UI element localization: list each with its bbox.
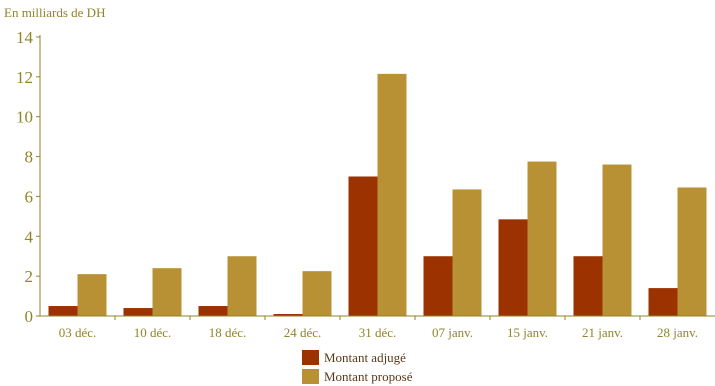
x-tick-label: 24 déc. — [284, 325, 322, 340]
bar-montant-adjuge — [273, 314, 303, 316]
bar-montant-adjuge — [123, 308, 153, 316]
bar-montant-adjuge — [573, 256, 603, 316]
bar-montant-propose — [677, 187, 707, 316]
y-tick-label: 6 — [25, 187, 34, 206]
bar-montant-adjuge — [348, 176, 378, 316]
x-tick-label: 03 déc. — [59, 325, 97, 340]
bar-montant-propose — [152, 268, 182, 316]
legend-label-adjuge: Montant adjugé — [324, 349, 406, 365]
x-tick-label: 18 déc. — [209, 325, 247, 340]
legend-label-propose: Montant proposé — [324, 368, 413, 384]
y-tick-label: 2 — [25, 267, 34, 286]
bar-montant-adjuge — [648, 288, 678, 316]
bar-montant-adjuge — [48, 306, 78, 316]
bar-montant-adjuge — [198, 306, 228, 316]
legend-item-propose: Montant proposé — [302, 367, 412, 386]
legend-item-adjuge: Montant adjugé — [302, 348, 412, 367]
bar-montant-propose — [77, 274, 107, 316]
y-tick-label: 12 — [16, 68, 33, 87]
y-tick-label: 14 — [16, 28, 34, 47]
bar-montant-adjuge — [423, 256, 453, 316]
bar-montant-adjuge — [498, 219, 528, 316]
y-tick-label: 10 — [16, 108, 33, 127]
legend: Montant adjugé Montant proposé — [302, 348, 412, 386]
x-tick-label: 07 janv. — [432, 325, 473, 340]
legend-swatch-propose — [302, 369, 319, 384]
bar-montant-propose — [302, 271, 332, 316]
x-tick-label: 31 déc. — [359, 325, 397, 340]
bar-montant-propose — [227, 256, 257, 316]
bar-montant-propose — [452, 189, 482, 316]
bar-montant-propose — [602, 164, 632, 316]
bar-montant-propose — [377, 73, 407, 316]
x-tick-label: 10 déc. — [134, 325, 172, 340]
bar-montant-propose — [527, 161, 557, 316]
y-tick-label: 0 — [25, 307, 34, 326]
legend-swatch-adjuge — [302, 350, 319, 365]
y-tick-label: 4 — [25, 227, 34, 246]
x-tick-label: 28 janv. — [657, 325, 698, 340]
x-tick-label: 21 janv. — [582, 325, 623, 340]
y-unit-label: En milliards de DH — [4, 5, 106, 20]
y-tick-label: 8 — [25, 148, 34, 167]
x-tick-label: 15 janv. — [507, 325, 548, 340]
